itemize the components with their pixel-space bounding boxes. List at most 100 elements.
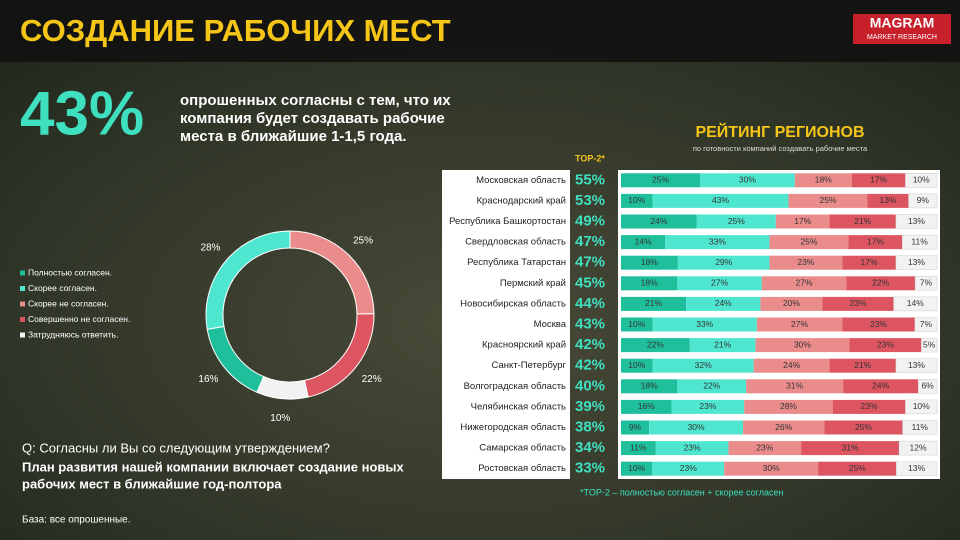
bar-value-label: 43% bbox=[712, 195, 729, 205]
bar-segment bbox=[917, 379, 938, 394]
bar-value-label: 27% bbox=[796, 278, 813, 288]
top2-value: 40% bbox=[575, 377, 605, 394]
region-label: Нижегородская область bbox=[460, 422, 566, 433]
bar-value-label: 24% bbox=[650, 216, 667, 226]
statement: рабочих мест в ближайшие год-полтора bbox=[22, 476, 282, 491]
bar-value-label: 21% bbox=[645, 298, 662, 308]
region-label: Москва bbox=[534, 319, 567, 330]
donut-label: 16% bbox=[198, 374, 218, 385]
bar-segment bbox=[829, 214, 896, 229]
bar-value-label: 25% bbox=[728, 216, 745, 226]
region-label: Самарская область bbox=[479, 443, 566, 454]
region-label: Московская область bbox=[476, 175, 566, 186]
bar-value-label: 23% bbox=[849, 298, 866, 308]
bar-segment bbox=[843, 379, 919, 394]
region-label: Волгоградская область bbox=[464, 381, 566, 392]
bar-value-label: 17% bbox=[867, 236, 884, 246]
bar-segment bbox=[671, 399, 745, 414]
bar-value-label: 23% bbox=[699, 401, 716, 411]
bar-segment bbox=[895, 255, 938, 270]
bar-value-label: 14% bbox=[635, 236, 652, 246]
headline-value: 43% bbox=[20, 79, 144, 148]
bar-value-label: 5% bbox=[923, 339, 936, 349]
bar-segment bbox=[724, 461, 819, 476]
bar-value-label: 18% bbox=[641, 381, 658, 391]
bar-segment bbox=[621, 420, 650, 435]
bar-segment bbox=[829, 358, 896, 373]
legend-label: Скорее не согласен. bbox=[28, 298, 109, 308]
bar-segment bbox=[689, 338, 756, 353]
bar-value-label: 32% bbox=[695, 360, 712, 370]
legend-label: Совершенно не согласен. bbox=[28, 314, 130, 324]
bar-value-label: 22% bbox=[647, 339, 664, 349]
bar-segment bbox=[649, 420, 744, 435]
region-label: Санкт-Петербург bbox=[491, 360, 566, 371]
region-label: Краснодарский край bbox=[477, 195, 566, 206]
bar-segment bbox=[846, 276, 916, 291]
bar-segment bbox=[753, 358, 830, 373]
legend-swatch bbox=[20, 301, 25, 307]
bar-segment bbox=[621, 296, 687, 311]
bar-segment bbox=[652, 358, 754, 373]
bar-segment bbox=[848, 235, 903, 250]
bar-segment bbox=[769, 255, 843, 270]
bar-segment bbox=[921, 337, 938, 353]
bar-segment bbox=[686, 296, 761, 311]
bar-value-label: 33% bbox=[709, 236, 726, 246]
bar-value-label: 24% bbox=[783, 360, 800, 370]
bar-value-label: 17% bbox=[861, 257, 878, 267]
bar-value-label: 30% bbox=[794, 339, 811, 349]
bar-value-label: 10% bbox=[628, 463, 645, 473]
bar-segment bbox=[621, 276, 678, 291]
bar-segment bbox=[652, 193, 789, 208]
bar-value-label: 30% bbox=[739, 175, 756, 185]
bar-segment bbox=[901, 234, 938, 250]
bar-value-label: 7% bbox=[920, 278, 933, 288]
bar-segment bbox=[895, 214, 938, 229]
top2-value: 45% bbox=[575, 274, 605, 291]
bar-segment bbox=[621, 338, 690, 353]
top2-value: 53% bbox=[575, 192, 605, 209]
bar-segment bbox=[621, 379, 678, 394]
bar-value-label: 17% bbox=[794, 216, 811, 226]
bar-value-label: 30% bbox=[688, 422, 705, 432]
bar-value-label: 23% bbox=[877, 339, 894, 349]
bar-segment bbox=[621, 399, 672, 414]
top2-value: 33% bbox=[575, 460, 605, 477]
bar-segment bbox=[621, 214, 697, 229]
headline-text: опрошенных согласны с тем, что их bbox=[180, 92, 451, 109]
donut-label: 25% bbox=[353, 236, 373, 247]
bar-segment bbox=[905, 173, 938, 188]
bar-value-label: 18% bbox=[641, 278, 658, 288]
bar-value-label: 11% bbox=[912, 422, 929, 432]
bar-value-label: 31% bbox=[786, 381, 803, 391]
bar-segment bbox=[621, 461, 653, 476]
bar-segment bbox=[746, 379, 844, 394]
bar-segment bbox=[700, 173, 795, 188]
bar-value-label: 10% bbox=[628, 360, 645, 370]
top2-value: 47% bbox=[575, 254, 605, 271]
label-box bbox=[442, 170, 570, 479]
bar-value-label: 12% bbox=[910, 442, 927, 452]
bar-value-label: 33% bbox=[696, 319, 713, 329]
bar-value-label: 11% bbox=[630, 442, 647, 452]
bar-segment bbox=[851, 173, 906, 188]
bar-segment bbox=[621, 235, 666, 250]
legend-swatch bbox=[20, 332, 25, 338]
region-label: Ростовская область bbox=[478, 463, 566, 474]
bar-segment bbox=[893, 296, 938, 312]
bar-value-label: 9% bbox=[629, 422, 642, 432]
bar-value-label: 27% bbox=[711, 278, 728, 288]
bar-segment bbox=[621, 317, 653, 332]
bar-segment bbox=[652, 461, 725, 476]
bar-value-label: 14% bbox=[907, 298, 924, 308]
headline-text: компания будет создавать рабочие bbox=[180, 110, 445, 127]
headline-text: места в ближайшие 1-1,5 года. bbox=[180, 128, 407, 145]
bar-value-label: 29% bbox=[715, 257, 732, 267]
bar-segment bbox=[744, 399, 833, 414]
bar-value-label: 13% bbox=[908, 216, 925, 226]
bar-value-label: 17% bbox=[870, 175, 887, 185]
region-label: Челябинская область bbox=[471, 401, 566, 412]
bar-value-label: 23% bbox=[870, 319, 887, 329]
donut-label: 28% bbox=[200, 243, 220, 254]
